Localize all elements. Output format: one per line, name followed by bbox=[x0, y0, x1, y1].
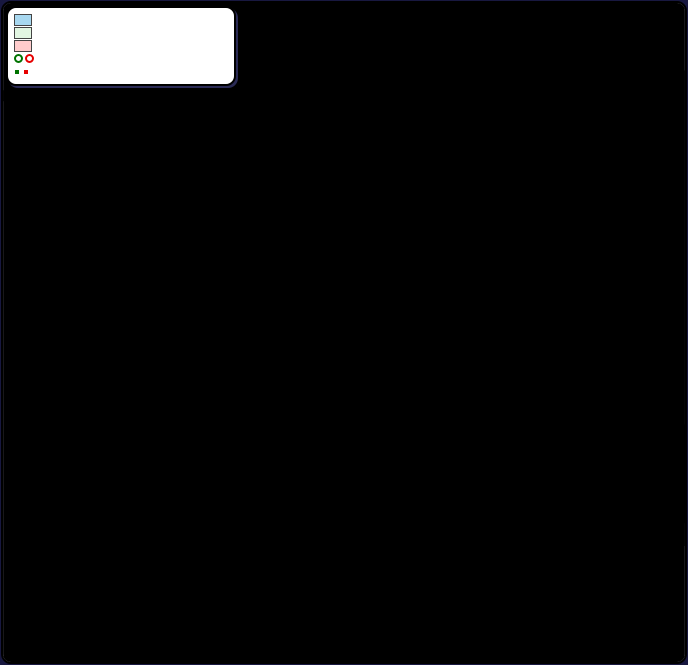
country-denmark-bornholm bbox=[294, 364, 305, 373]
country-germany bbox=[220, 378, 315, 480]
country-jersey bbox=[122, 459, 127, 465]
country-spain bbox=[43, 539, 217, 639]
legend-row-transmitter bbox=[14, 13, 228, 26]
black-sea bbox=[426, 497, 589, 583]
country-romania bbox=[378, 487, 445, 542]
crimea-peninsula bbox=[489, 502, 528, 531]
lake-onega bbox=[527, 107, 556, 129]
lake-vanern bbox=[269, 295, 284, 308]
country-denmark-funen bbox=[245, 362, 262, 375]
country-bulgaria bbox=[380, 539, 437, 567]
country-turkey bbox=[423, 568, 657, 649]
country-sardinia bbox=[230, 574, 250, 609]
country-poland bbox=[303, 378, 395, 458]
country-estonia-island2 bbox=[376, 312, 389, 322]
country-corsica bbox=[234, 545, 248, 573]
country-greece-crete bbox=[392, 645, 427, 656]
greenland-edge bbox=[3, 90, 34, 104]
lake-ladoga bbox=[483, 142, 520, 171]
country-slovakia bbox=[329, 455, 379, 476]
not-reported-swatch-icon bbox=[14, 39, 32, 52]
country-northern-ireland bbox=[51, 366, 74, 383]
country-hungary bbox=[329, 475, 387, 502]
other-qth-icons bbox=[14, 69, 36, 74]
country-greece bbox=[350, 584, 407, 621]
transmitter-swatch-icon bbox=[14, 13, 32, 26]
country-serbia bbox=[346, 507, 383, 548]
country-croatia bbox=[297, 505, 349, 552]
country-montenegro bbox=[339, 545, 357, 559]
europe-map bbox=[3, 3, 685, 662]
aegean-island2 bbox=[415, 629, 421, 635]
primary-qth-icons bbox=[14, 54, 36, 63]
country-norway bbox=[193, 3, 456, 316]
country-shetland bbox=[128, 261, 138, 276]
country-latvia bbox=[383, 309, 458, 341]
country-greece-peloponnese bbox=[354, 618, 377, 635]
country-scotland bbox=[73, 299, 137, 377]
green-ring-icon bbox=[14, 54, 23, 63]
country-wales bbox=[89, 406, 118, 435]
country-switzerland bbox=[214, 483, 256, 504]
country-estonia-island bbox=[380, 299, 394, 312]
country-faroe bbox=[61, 197, 75, 208]
country-denmark bbox=[226, 311, 258, 374]
country-finland bbox=[373, 57, 467, 291]
country-belarus bbox=[395, 374, 486, 421]
country-belgium bbox=[178, 426, 225, 454]
land-layer bbox=[3, 3, 685, 656]
country-czechia bbox=[283, 436, 334, 460]
caspian-sea bbox=[642, 424, 685, 524]
sea-of-azov bbox=[502, 485, 538, 507]
map-legend bbox=[6, 6, 236, 86]
red-ring-icon bbox=[25, 54, 34, 63]
green-square-icon bbox=[15, 69, 19, 74]
gotland-island bbox=[329, 311, 344, 341]
country-macedonia bbox=[358, 558, 385, 577]
country-italy-sicily bbox=[271, 596, 306, 617]
country-orkney bbox=[105, 292, 118, 302]
oland-island bbox=[316, 323, 326, 343]
country-shetland2 bbox=[127, 277, 135, 286]
country-guernsey bbox=[118, 447, 124, 453]
country-kaliningrad bbox=[356, 362, 387, 379]
country-slovenia bbox=[291, 495, 322, 512]
country-ibiza bbox=[156, 597, 167, 607]
red-square-icon bbox=[24, 69, 28, 74]
legend-row-not-reported bbox=[14, 39, 228, 52]
country-lithuania bbox=[378, 338, 447, 369]
country-luxembourg bbox=[205, 447, 219, 460]
country-italy bbox=[228, 497, 344, 615]
country-portugal bbox=[39, 541, 74, 641]
country-isle-of-man bbox=[95, 384, 104, 393]
aegean-island bbox=[407, 620, 413, 626]
reported-swatch-icon bbox=[14, 26, 32, 39]
country-austria bbox=[255, 477, 338, 498]
country-estonia bbox=[390, 284, 451, 314]
legend-row-listener-other bbox=[14, 65, 228, 78]
country-sweden bbox=[243, 64, 395, 366]
country-georgia bbox=[572, 541, 652, 569]
country-ireland bbox=[25, 370, 60, 427]
country-menorca bbox=[194, 586, 205, 594]
legend-row-listener-primary bbox=[14, 52, 228, 65]
legend-row-reported bbox=[14, 26, 228, 39]
country-netherlands bbox=[184, 382, 227, 429]
country-denmark-zealand bbox=[261, 354, 280, 371]
country-mallorca bbox=[168, 590, 191, 603]
country-england bbox=[71, 370, 182, 454]
country-albania bbox=[346, 558, 361, 593]
country-iceland bbox=[9, 98, 64, 134]
country-faroe2 bbox=[66, 207, 77, 219]
country-france bbox=[95, 430, 236, 550]
